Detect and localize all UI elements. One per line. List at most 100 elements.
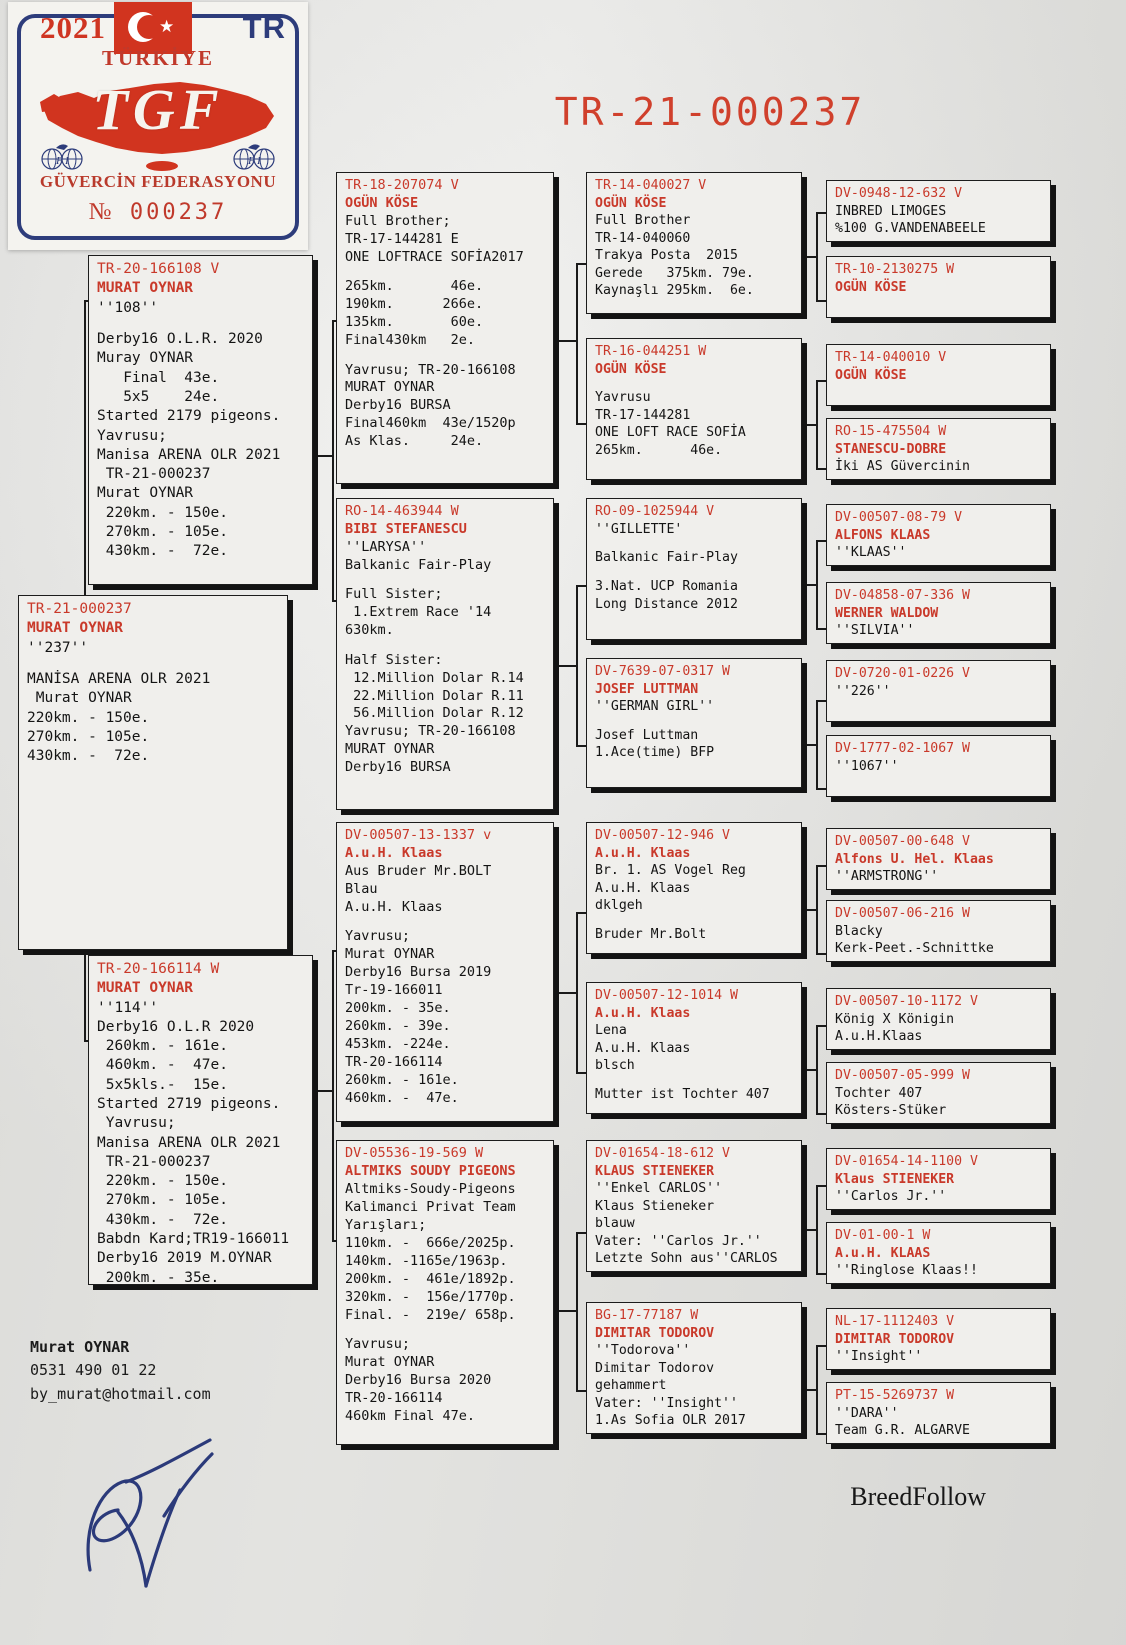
detail-line: 265km. 46e. <box>595 442 723 458</box>
pedigree-box-gen4-2[interactable]: TR-10-2130275 W OGÜN KÖSE <box>826 256 1051 318</box>
detail-line <box>595 378 795 389</box>
ring-number: TR-14-040027 V <box>595 178 707 193</box>
ring-number: TR-14-040010 V <box>835 350 947 365</box>
detail-line: 270km. - 105e. <box>27 729 150 745</box>
stamp-year: 2021 <box>40 10 106 45</box>
detail-line: Final 43e. <box>97 369 220 386</box>
detail-line: Manisa ARENA OLR 2021 <box>97 1134 281 1151</box>
fci-globe-pigeon-icon-left: F I <box>36 140 88 170</box>
detail-line: Kaynaşlı 295km. 6e. <box>595 283 754 299</box>
detail-line: TR-14-040060 <box>595 230 691 246</box>
detail-line: 3.Nat. UCP Romania <box>595 579 738 595</box>
detail-line: ''SILVIA'' <box>835 623 915 639</box>
pedigree-box-sire[interactable]: TR-20-166108 V MURAT OYNAR ''108'' Derby1… <box>88 255 313 585</box>
detail-line: TR-17-144281 <box>595 407 691 423</box>
owner-name: OGÜN KÖSE <box>835 279 907 295</box>
pedigree-box-gen3-5[interactable]: DV-00507-12-946 V A.u.H. Klaas Br. 1. AS… <box>586 822 802 954</box>
detail-line: Kösters-Stüker <box>835 1103 947 1119</box>
ring-number: NL-17-1112403 V <box>835 1314 955 1329</box>
detail-line: Vater: ''Carlos Jr.'' <box>595 1233 762 1249</box>
detail-line <box>595 1075 795 1086</box>
detail-line: Murat OYNAR <box>97 485 194 502</box>
pedigree-box-gen2-1[interactable]: TR-18-207074 V OGÜN KÖSE Full Brother; TR… <box>336 172 554 484</box>
detail-line: 135km. 60e. <box>345 314 484 331</box>
detail-line: ''GERMAN GIRL'' <box>595 699 715 715</box>
detail-line <box>595 567 795 578</box>
pedigree-box-gen4-9[interactable]: DV-00507-00-648 V Alfons U. Hel. Klaas '… <box>826 828 1051 890</box>
pedigree-box-gen4-13[interactable]: DV-01654-14-1100 V Klaus STIENEKER ''Car… <box>826 1148 1051 1210</box>
detail-line: ''Enkel CARLOS'' <box>595 1181 723 1197</box>
pedigree-box-gen4-5[interactable]: DV-00507-08-79 V ALFONS KLAAS ''KLAAS'' <box>826 504 1051 566</box>
detail-line: ''114'' <box>97 999 159 1016</box>
detail-line: MURAT OYNAR <box>345 741 435 758</box>
detail-line <box>835 384 1044 395</box>
detail-lines: Full Brother TR-14-040060 Trakya Posta 201… <box>595 212 795 300</box>
pedigree-box-gen4-8[interactable]: DV-1777-02-1067 W ''1067'' <box>826 735 1051 797</box>
owner-name: WERNER WALDOW <box>835 605 939 621</box>
pedigree-box-gen4-12[interactable]: DV-00507-05-999 W Tochter 407 Kösters-Stü… <box>826 1062 1051 1124</box>
pedigree-box-gen2-4[interactable]: DV-05536-19-569 W ALTMIKS SOUDY PIGEONS … <box>336 1140 554 1445</box>
pedigree-box-gen2-2[interactable]: RO-14-463944 W BIBI STEFANESCU ''LARYSA'… <box>336 498 554 810</box>
pedigree-box-gen4-14[interactable]: DV-01-00-1 W A.u.H. KLAAS ''Ringlose Kla… <box>826 1222 1051 1284</box>
ring-number: DV-00507-06-216 W <box>835 906 970 921</box>
detail-line: Full Brother <box>595 213 691 229</box>
detail-line: Letzte Sohn aus''CARLOS <box>595 1251 778 1267</box>
detail-line <box>345 350 547 361</box>
pedigree-box-gen4-10[interactable]: DV-00507-06-216 W Blacky Kerk-Peet.-Schni… <box>826 900 1051 962</box>
pedigree-box-dam[interactable]: TR-20-166114 W MURAT OYNAR ''114'' Derby1… <box>88 955 313 1285</box>
pedigree-box-gen4-4[interactable]: RO-15-475504 W STANESCU-DOBRE İki AS Güv… <box>826 418 1051 480</box>
pedigree-box-gen4-11[interactable]: DV-00507-10-1172 V König X Königin A.u.H.… <box>826 988 1051 1050</box>
handwritten-signature <box>60 1420 290 1610</box>
detail-line: 5x5kls.- 15e. <box>97 1076 228 1093</box>
detail-line: Josef Luttman <box>595 727 699 743</box>
pedigree-box-gen4-15[interactable]: NL-17-1112403 V DIMITAR TODOROV ''Insigh… <box>826 1308 1051 1370</box>
owner-name: JOSEF LUTTMAN <box>595 681 699 697</box>
detail-lines: ''SILVIA'' <box>835 622 1044 640</box>
pedigree-box-gen2-3[interactable]: DV-00507-13-1337 v A.u.H. Klaas Aus Brud… <box>336 822 554 1122</box>
detail-lines: ''KLAAS'' <box>835 544 1044 562</box>
detail-line: blauw <box>595 1216 635 1232</box>
pedigree-box-gen4-3[interactable]: TR-14-040010 V OGÜN KÖSE <box>826 344 1051 406</box>
detail-lines: Blacky Kerk-Peet.-Schnittke <box>835 923 1044 958</box>
detail-line: 260km. - 39e. <box>345 1018 451 1034</box>
detail-line: %100 G.VANDENABEELE <box>835 221 986 237</box>
pedigree-box-gen3-6[interactable]: DV-00507-12-1014 W A.u.H. Klaas Lena A.u.… <box>586 982 802 1114</box>
detail-line: Yavrusu; TR-20-166108 <box>345 723 516 740</box>
pedigree-box-gen3-4[interactable]: DV-7639-07-0317 W JOSEF LUTTMAN ''GERMAN… <box>586 658 802 788</box>
detail-lines: ''Carlos Jr.'' <box>835 1188 1044 1206</box>
detail-line: TR-20-166114 <box>345 1053 443 1070</box>
pedigree-box-gen3-1[interactable]: TR-14-040027 V OGÜN KÖSE Full Brother TR-… <box>586 172 802 314</box>
detail-line: A.u.H. Klaas <box>345 898 443 915</box>
pedigree-box-gen3-3[interactable]: RO-09-1025944 V ''GILLETTE' Balkanic Fair… <box>586 498 802 640</box>
detail-lines: Full Brother; TR-17-144281 E ONE LOFTRACE … <box>345 213 547 451</box>
detail-line: Lena <box>595 1023 627 1039</box>
detail-line: TR-17-144281 E <box>345 230 459 247</box>
ring-number: DV-0948-12-632 V <box>835 186 963 201</box>
ring-number: DV-00507-05-999 W <box>835 1068 970 1083</box>
detail-line: 140km. -1165e/1963p. <box>345 1252 508 1269</box>
ring-number: TR-20-166108 V <box>97 261 220 277</box>
detail-line: Vater: ''Insight'' <box>595 1395 738 1411</box>
detail-line <box>345 640 547 651</box>
pedigree-box-subject[interactable]: TR-21-000237 MURAT OYNAR ''237'' MANİSA … <box>18 595 288 950</box>
pedigree-box-gen4-6[interactable]: DV-04858-07-336 W WERNER WALDOW ''SILVIA… <box>826 582 1051 644</box>
detail-line: 430km. - 72e. <box>27 748 150 765</box>
detail-line: Murat OYNAR <box>27 690 132 707</box>
stamp-federation-name: GÜVERCİN FEDERASYONU <box>39 172 277 191</box>
detail-line: 460km Final 47e. <box>345 1407 476 1424</box>
pedigree-box-gen4-16[interactable]: PT-15-5269737 W ''DARA'' Team G.R. ALGARV… <box>826 1382 1051 1444</box>
stamp-number-row: № 000237 <box>8 198 308 226</box>
detail-lines: Tochter 407 Kösters-Stüker <box>835 1085 1044 1120</box>
detail-line: Final460km 43e/1520p <box>345 415 516 432</box>
pedigree-box-gen3-8[interactable]: BG-17-77187 W DIMITAR TODOROV ''Todorova… <box>586 1302 802 1434</box>
pedigree-box-gen4-1[interactable]: DV-0948-12-632 V INBRED LIMOGES %100 G.VA… <box>826 180 1051 242</box>
stamp-country-name: TÜRKİYE <box>101 46 215 70</box>
stamp-federation-abbr: TGF <box>92 77 224 142</box>
pedigree-box-gen4-7[interactable]: DV-0720-01-0226 V ''226'' <box>826 660 1051 722</box>
owner-name: Klaus STIENEKER <box>835 1171 955 1187</box>
pedigree-box-gen3-2[interactable]: TR-16-044251 W OGÜN KÖSE Yavrusu TR-17-14… <box>586 338 802 480</box>
pedigree-box-gen3-7[interactable]: DV-01654-18-612 V KLAUS STIENEKER ''Enke… <box>586 1140 802 1272</box>
detail-line: Yavrusu; <box>97 427 167 444</box>
detail-line: blsch <box>595 1058 635 1074</box>
detail-line: Derby16 O.L.R 2020 <box>97 1018 255 1035</box>
